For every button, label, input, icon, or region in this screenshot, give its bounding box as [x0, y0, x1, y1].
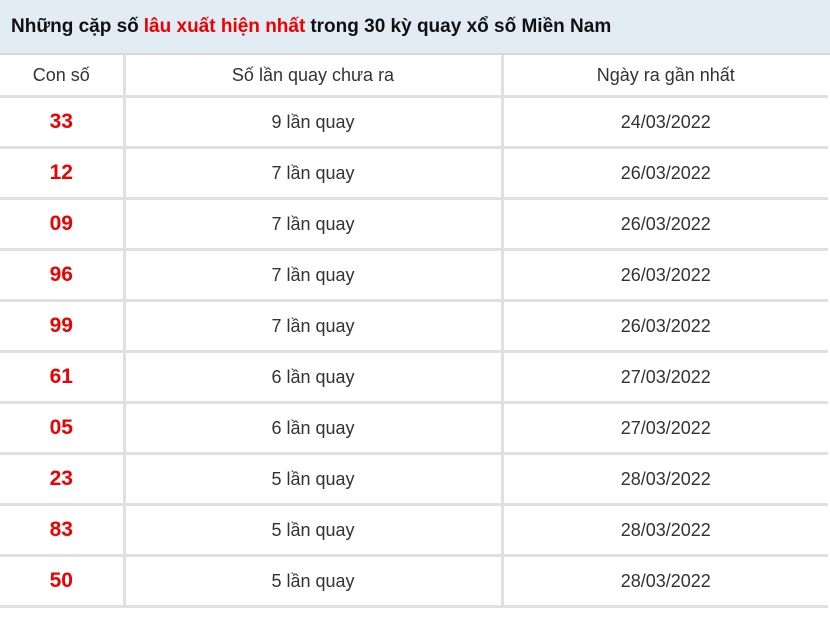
column-header-number: Con số	[0, 55, 126, 98]
stats-table: Con số Số lần quay chưa ra Ngày ra gần n…	[0, 55, 828, 608]
table-row: 96 7 lần quay 26/03/2022	[0, 248, 828, 302]
cell-number: 96	[0, 248, 126, 302]
cell-count: 7 lần quay	[122, 299, 504, 353]
cell-count: 5 lần quay	[122, 554, 504, 608]
column-header-count: Số lần quay chưa ra	[122, 55, 504, 98]
cell-date: 26/03/2022	[500, 146, 828, 200]
table-header-row: Con số Số lần quay chưa ra Ngày ra gần n…	[0, 55, 828, 98]
cell-date: 26/03/2022	[500, 299, 828, 353]
cell-date: 27/03/2022	[500, 350, 828, 404]
title-highlight: lâu xuất hiện nhất	[143, 15, 306, 37]
cell-count: 7 lần quay	[122, 146, 504, 200]
table-row: 33 9 lần quay 24/03/2022	[0, 95, 828, 149]
cell-number: 12	[0, 146, 126, 200]
cell-count: 7 lần quay	[122, 197, 504, 251]
table-row: 12 7 lần quay 26/03/2022	[0, 146, 828, 200]
table-row: 05 6 lần quay 27/03/2022	[0, 401, 828, 455]
table-row: 83 5 lần quay 28/03/2022	[0, 503, 828, 557]
cell-number: 99	[0, 299, 126, 353]
column-header-date: Ngày ra gần nhất	[500, 55, 828, 98]
cell-count: 5 lần quay	[122, 452, 504, 506]
cell-count: 7 lần quay	[122, 248, 504, 302]
cell-count: 6 lần quay	[122, 401, 504, 455]
cell-date: 27/03/2022	[500, 401, 828, 455]
cell-number: 33	[0, 95, 126, 149]
cell-count: 6 lần quay	[122, 350, 504, 404]
cell-date: 28/03/2022	[500, 452, 828, 506]
title-suffix: trong 30 kỳ quay xổ số Miền Nam	[310, 15, 612, 37]
cell-date: 26/03/2022	[500, 248, 828, 302]
title-prefix: Những cặp số	[11, 15, 139, 37]
cell-count: 9 lần quay	[122, 95, 504, 149]
table-row: 50 5 lần quay 28/03/2022	[0, 554, 828, 608]
cell-date: 26/03/2022	[500, 197, 828, 251]
table-row: 61 6 lần quay 27/03/2022	[0, 350, 828, 404]
cell-date: 28/03/2022	[500, 503, 828, 557]
cell-date: 28/03/2022	[500, 554, 828, 608]
cell-number: 23	[0, 452, 126, 506]
table-row: 99 7 lần quay 26/03/2022	[0, 299, 828, 353]
cell-number: 61	[0, 350, 126, 404]
table-row: 23 5 lần quay 28/03/2022	[0, 452, 828, 506]
cell-date: 24/03/2022	[500, 95, 828, 149]
cell-count: 5 lần quay	[122, 503, 504, 557]
cell-number: 05	[0, 401, 126, 455]
panel-title: Những cặp số lâu xuất hiện nhất trong 30…	[0, 0, 830, 55]
cell-number: 09	[0, 197, 126, 251]
table-row: 09 7 lần quay 26/03/2022	[0, 197, 828, 251]
cell-number: 50	[0, 554, 126, 608]
cell-number: 83	[0, 503, 126, 557]
